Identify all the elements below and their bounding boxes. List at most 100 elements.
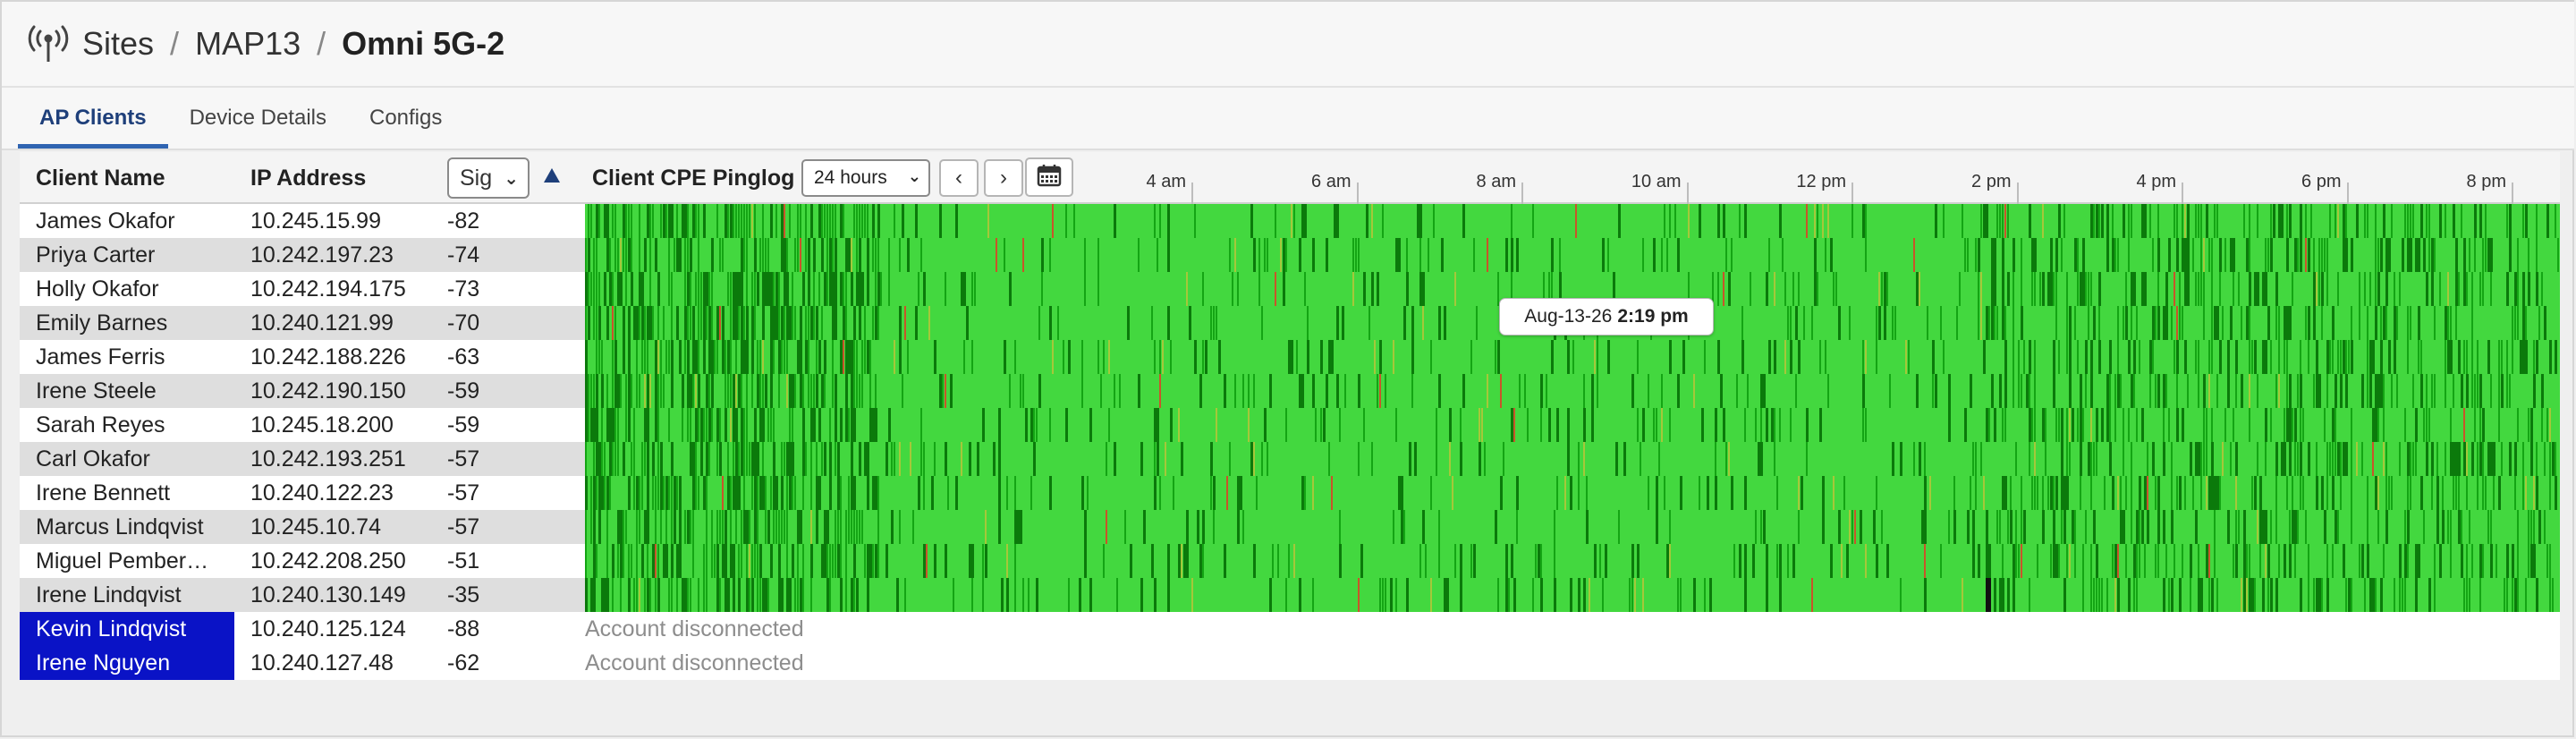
ping-sample [1331,340,1334,374]
tab-ap-clients[interactable]: AP Clients [18,88,168,149]
client-row[interactable]: James Okafor 10.245.15.99 -82 [20,204,585,238]
client-row[interactable]: Holly Okafor 10.242.194.175 -73 [20,272,585,306]
column-header-ip-address[interactable]: IP Address [250,165,367,191]
ping-sample [2391,476,2393,510]
column-header-client-name[interactable]: Client Name [36,165,165,191]
sort-ascending-icon[interactable] [544,168,560,183]
client-row[interactable]: James Ferris 10.242.188.226 -63 [20,340,585,374]
ping-sample [2337,340,2339,374]
ping-sample [1677,238,1680,272]
client-name-cell[interactable]: Priya Carter [36,242,156,268]
disconnected-client-row[interactable]: Kevin Lindqvist 10.240.125.124 -88 [20,612,585,646]
client-name-cell[interactable]: Kevin Lindqvist [20,612,234,646]
client-row[interactable]: Sarah Reyes 10.245.18.200 -59 [20,408,585,442]
tab-configs[interactable]: Configs [369,106,443,130]
ping-sample [2080,408,2082,442]
ping-sample [2439,544,2442,578]
ping-sample [1784,340,1786,374]
client-row[interactable]: Irene Lindqvist 10.240.130.149 -35 [20,578,585,612]
ping-sample [1956,306,1958,340]
client-name-cell[interactable]: Irene Nguyen [20,646,234,680]
ping-sample [1513,408,1515,442]
ping-sample [832,204,834,238]
client-name-cell[interactable]: James Okafor [36,208,175,234]
ping-sample [1771,408,1774,442]
ping-sample [636,306,639,340]
ping-sample [738,578,741,612]
tab-device-details[interactable]: Device Details [189,106,326,130]
ping-sample [899,306,902,340]
client-row[interactable]: Irene Bennett 10.240.122.23 -57 [20,476,585,510]
ping-sample [2506,340,2508,374]
pinglog-heatmap[interactable] [585,204,2560,612]
ip-address-cell: 10.245.15.99 [250,208,381,234]
client-row[interactable]: Marcus Lindqvist 10.245.10.74 -57 [20,510,585,544]
ping-sample [2426,204,2428,238]
client-name-cell[interactable]: Marcus Lindqvist [36,514,204,539]
ping-sample [2517,578,2519,612]
ping-sample [770,544,773,578]
client-name-cell[interactable]: Carl Okafor [36,446,150,471]
ping-sample [2493,442,2496,476]
breadcrumb-site-link[interactable]: MAP13 [195,25,301,62]
ping-sample [746,510,749,544]
ping-sample [955,204,958,238]
ping-sample [1020,510,1022,544]
client-name-cell[interactable]: Sarah Reyes [36,412,165,437]
signal-column-select[interactable]: Sig ⌄ [447,157,530,199]
client-row[interactable]: Carl Okafor 10.242.193.251 -57 [20,442,585,476]
time-range-select[interactable]: 24 hours ⌄ [801,159,930,197]
client-row[interactable]: Miguel Pember… 10.242.208.250 -51 [20,544,585,578]
ping-sample [749,442,750,476]
ping-sample [1430,578,1432,612]
ping-sample [2442,476,2444,510]
ping-sample [1186,544,1189,578]
ping-sample [848,510,850,544]
next-period-button[interactable]: › [984,159,1023,197]
client-name-cell[interactable]: Irene Lindqvist [36,582,182,607]
ping-sample [835,544,836,578]
client-name-cell[interactable]: Miguel Pember… [36,548,209,573]
ping-sample [800,578,802,612]
ping-sample [596,442,598,476]
ping-sample [601,340,603,374]
ping-sample [2447,340,2450,374]
ping-sample [1293,544,1295,578]
ping-sample [2324,510,2326,544]
ping-sample [585,374,588,408]
ping-sample [657,340,659,374]
ping-sample [2211,340,2213,374]
ping-sample [869,340,871,374]
disconnected-client-row[interactable]: Irene Nguyen 10.240.127.48 -62 [20,646,585,680]
ping-sample [690,238,692,272]
ping-sample [1417,204,1419,238]
ping-sample [789,442,792,476]
ping-sample [1967,238,1969,272]
client-row[interactable]: Emily Barnes 10.240.121.99 -70 [20,306,585,340]
client-row[interactable]: Priya Carter 10.242.197.23 -74 [20,238,585,272]
client-name-cell[interactable]: Emily Barnes [36,310,168,336]
previous-period-button[interactable]: ‹ [939,159,979,197]
ping-sample [2176,238,2179,272]
ping-sample [2235,476,2237,510]
ping-sample [786,510,788,544]
ping-sample [808,340,809,374]
ping-sample [1157,408,1159,442]
client-row[interactable]: Irene Steele 10.242.190.150 -59 [20,374,585,408]
client-name-cell[interactable]: Holly Okafor [36,276,159,302]
ip-address-cell: 10.240.127.48 [250,650,394,675]
ping-sample [708,306,711,340]
ping-sample [2501,374,2504,408]
client-name-cell[interactable]: Irene Steele [36,378,157,403]
ping-sample [781,442,783,476]
client-name-cell[interactable]: James Ferris [36,344,165,370]
calendar-button[interactable] [1025,157,1073,197]
breadcrumb-sites-link[interactable]: Sites [82,25,155,62]
ping-sample [601,578,604,612]
axis-tick [1686,183,1689,204]
ping-sample [2144,204,2147,238]
ping-sample [1497,340,1500,374]
client-name-cell[interactable]: Irene Bennett [36,480,171,505]
ping-sample [668,408,670,442]
ping-sample [2428,578,2431,612]
